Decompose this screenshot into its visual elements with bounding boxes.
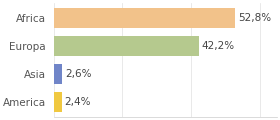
Bar [53, 36, 199, 56]
Text: 52,8%: 52,8% [238, 13, 271, 23]
Bar [53, 92, 62, 112]
Bar [53, 64, 62, 84]
Text: 2,4%: 2,4% [65, 97, 91, 107]
Bar [53, 8, 235, 28]
Text: 42,2%: 42,2% [202, 41, 235, 51]
Text: 2,6%: 2,6% [65, 69, 92, 79]
